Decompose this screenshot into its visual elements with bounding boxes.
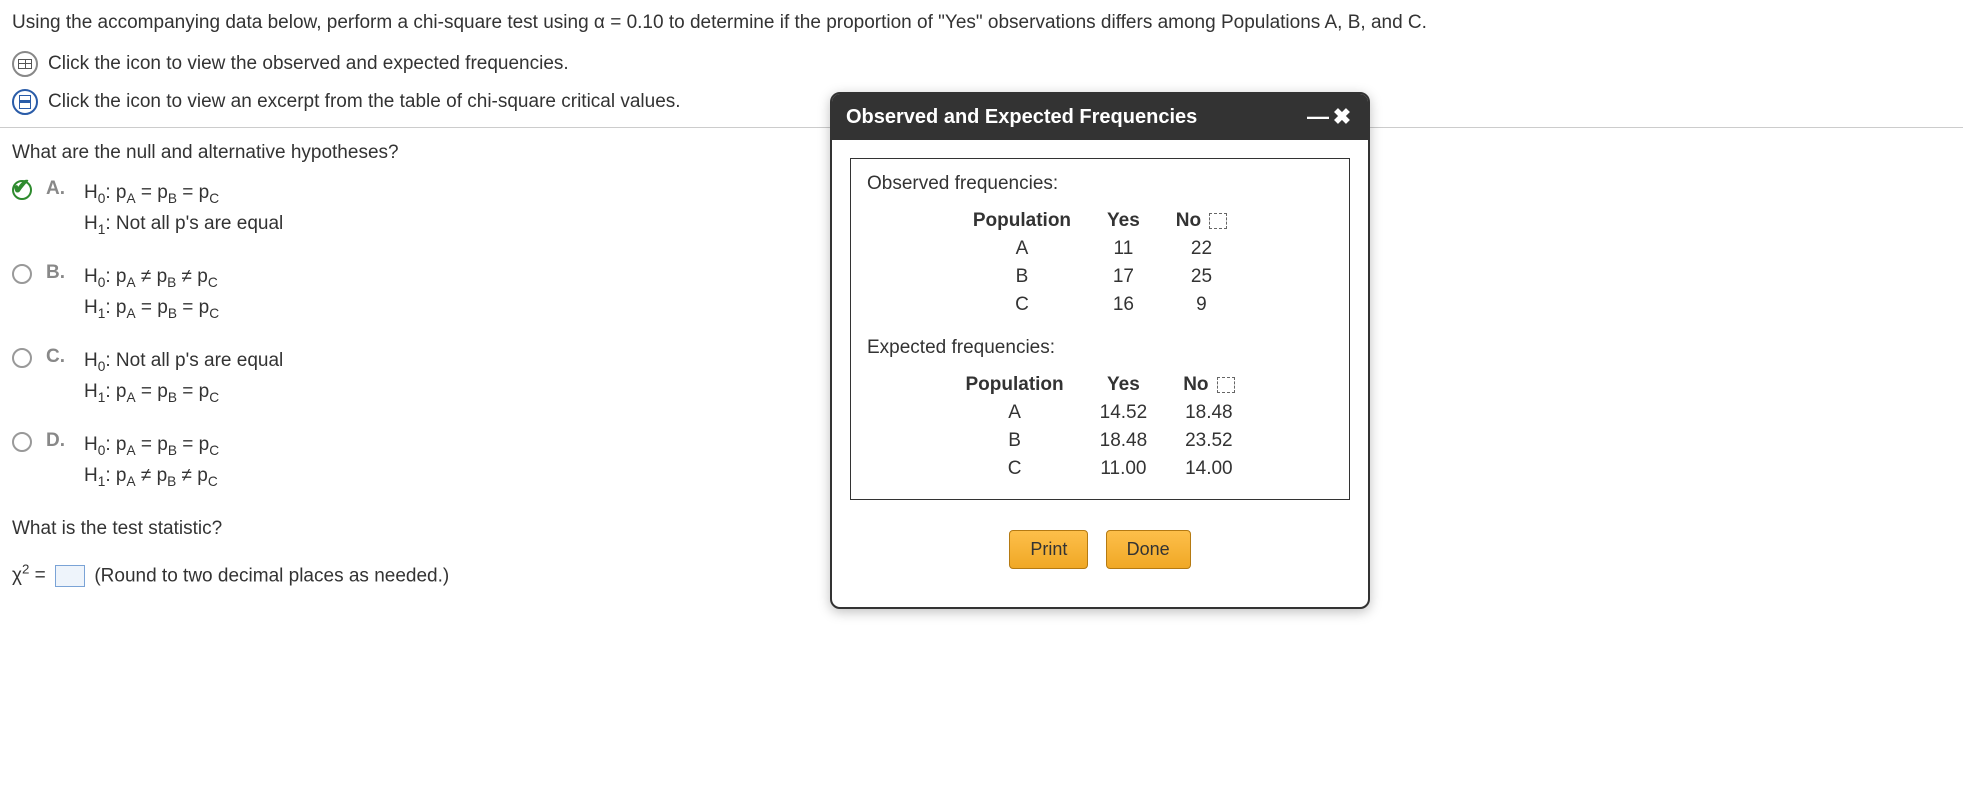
observed-label: Observed frequencies: xyxy=(867,173,1333,195)
col-pop: Population xyxy=(947,371,1081,399)
choice-c-text: H0: Not all p's are equal H1: pA = pB = … xyxy=(84,346,283,408)
choice-a-text: H0: pA = pB = pC H1: Not all p's are equ… xyxy=(84,178,283,240)
close-icon[interactable]: ✖ xyxy=(1330,104,1354,130)
chi-sq-input[interactable] xyxy=(55,565,85,587)
obs-b-yes: 17 xyxy=(1089,263,1158,291)
page-icon xyxy=(12,89,38,115)
exp-b-yes: 18.48 xyxy=(1082,427,1166,455)
exp-c-no: 14.00 xyxy=(1165,455,1252,483)
choice-b-letter: B. xyxy=(46,262,70,284)
table-row: B1725 xyxy=(955,263,1245,291)
obs-c-yes: 16 xyxy=(1089,291,1158,319)
table-row: A14.5218.48 xyxy=(947,399,1252,427)
col-pop: Population xyxy=(955,207,1089,235)
choice-d-letter: D. xyxy=(46,430,70,452)
link-text-frequencies: Click the icon to view the observed and … xyxy=(48,53,569,75)
observed-table: Population Yes No A1122 B1725 C169 xyxy=(955,207,1245,319)
exp-c-yes: 11.00 xyxy=(1082,455,1166,483)
radio-a[interactable] xyxy=(12,180,32,200)
modal-title: Observed and Expected Frequencies xyxy=(846,106,1306,129)
choice-d-text: H0: pA = pB = pC H1: pA ≠ pB ≠ pC xyxy=(84,430,219,492)
exp-a-yes: 14.52 xyxy=(1082,399,1166,427)
exp-b-no: 23.52 xyxy=(1165,427,1252,455)
radio-d[interactable] xyxy=(12,432,32,452)
choice-b-text: H0: pA ≠ pB ≠ pC H1: pA = pB = pC xyxy=(84,262,219,324)
question-intro: Using the accompanying data below, perfo… xyxy=(0,0,1963,45)
copy-icon[interactable] xyxy=(1209,213,1227,229)
modal-header: Observed and Expected Frequencies — ✖ xyxy=(832,94,1368,140)
print-button[interactable]: Print xyxy=(1009,530,1088,569)
table-row: C169 xyxy=(955,291,1245,319)
exp-a-no: 18.48 xyxy=(1165,399,1252,427)
col-no: No xyxy=(1158,207,1245,235)
expected-table: Population Yes No A14.5218.48 B18.4823.5… xyxy=(947,371,1252,483)
modal-body: Observed frequencies: Population Yes No … xyxy=(832,140,1368,607)
obs-a-yes: 11 xyxy=(1089,235,1158,263)
table-icon xyxy=(12,51,38,77)
choice-a-letter: A. xyxy=(46,178,70,200)
frequencies-modal: Observed and Expected Frequencies — ✖ Ob… xyxy=(830,92,1370,609)
table-row: B18.4823.52 xyxy=(947,427,1252,455)
col-yes: Yes xyxy=(1082,371,1166,399)
choice-c-letter: C. xyxy=(46,346,70,368)
link-row-frequencies[interactable]: Click the icon to view the observed and … xyxy=(0,45,1963,83)
col-yes: Yes xyxy=(1089,207,1158,235)
table-row: C11.0014.00 xyxy=(947,455,1252,483)
obs-a-no: 22 xyxy=(1158,235,1245,263)
round-hint: (Round to two decimal places as needed.) xyxy=(94,565,449,586)
done-button[interactable]: Done xyxy=(1106,530,1191,569)
minimize-icon[interactable]: — xyxy=(1306,104,1330,130)
col-no: No xyxy=(1165,371,1252,399)
frequencies-box: Observed frequencies: Population Yes No … xyxy=(850,158,1350,500)
obs-b-no: 25 xyxy=(1158,263,1245,291)
chi-sq-label: χ2 = xyxy=(12,565,46,586)
table-row: A1122 xyxy=(955,235,1245,263)
modal-footer: Print Done xyxy=(850,530,1350,589)
expected-label: Expected frequencies: xyxy=(867,337,1333,359)
obs-c-no: 9 xyxy=(1158,291,1245,319)
radio-c[interactable] xyxy=(12,348,32,368)
copy-icon[interactable] xyxy=(1217,377,1235,393)
link-text-critical-values: Click the icon to view an excerpt from t… xyxy=(48,91,681,113)
radio-b[interactable] xyxy=(12,264,32,284)
